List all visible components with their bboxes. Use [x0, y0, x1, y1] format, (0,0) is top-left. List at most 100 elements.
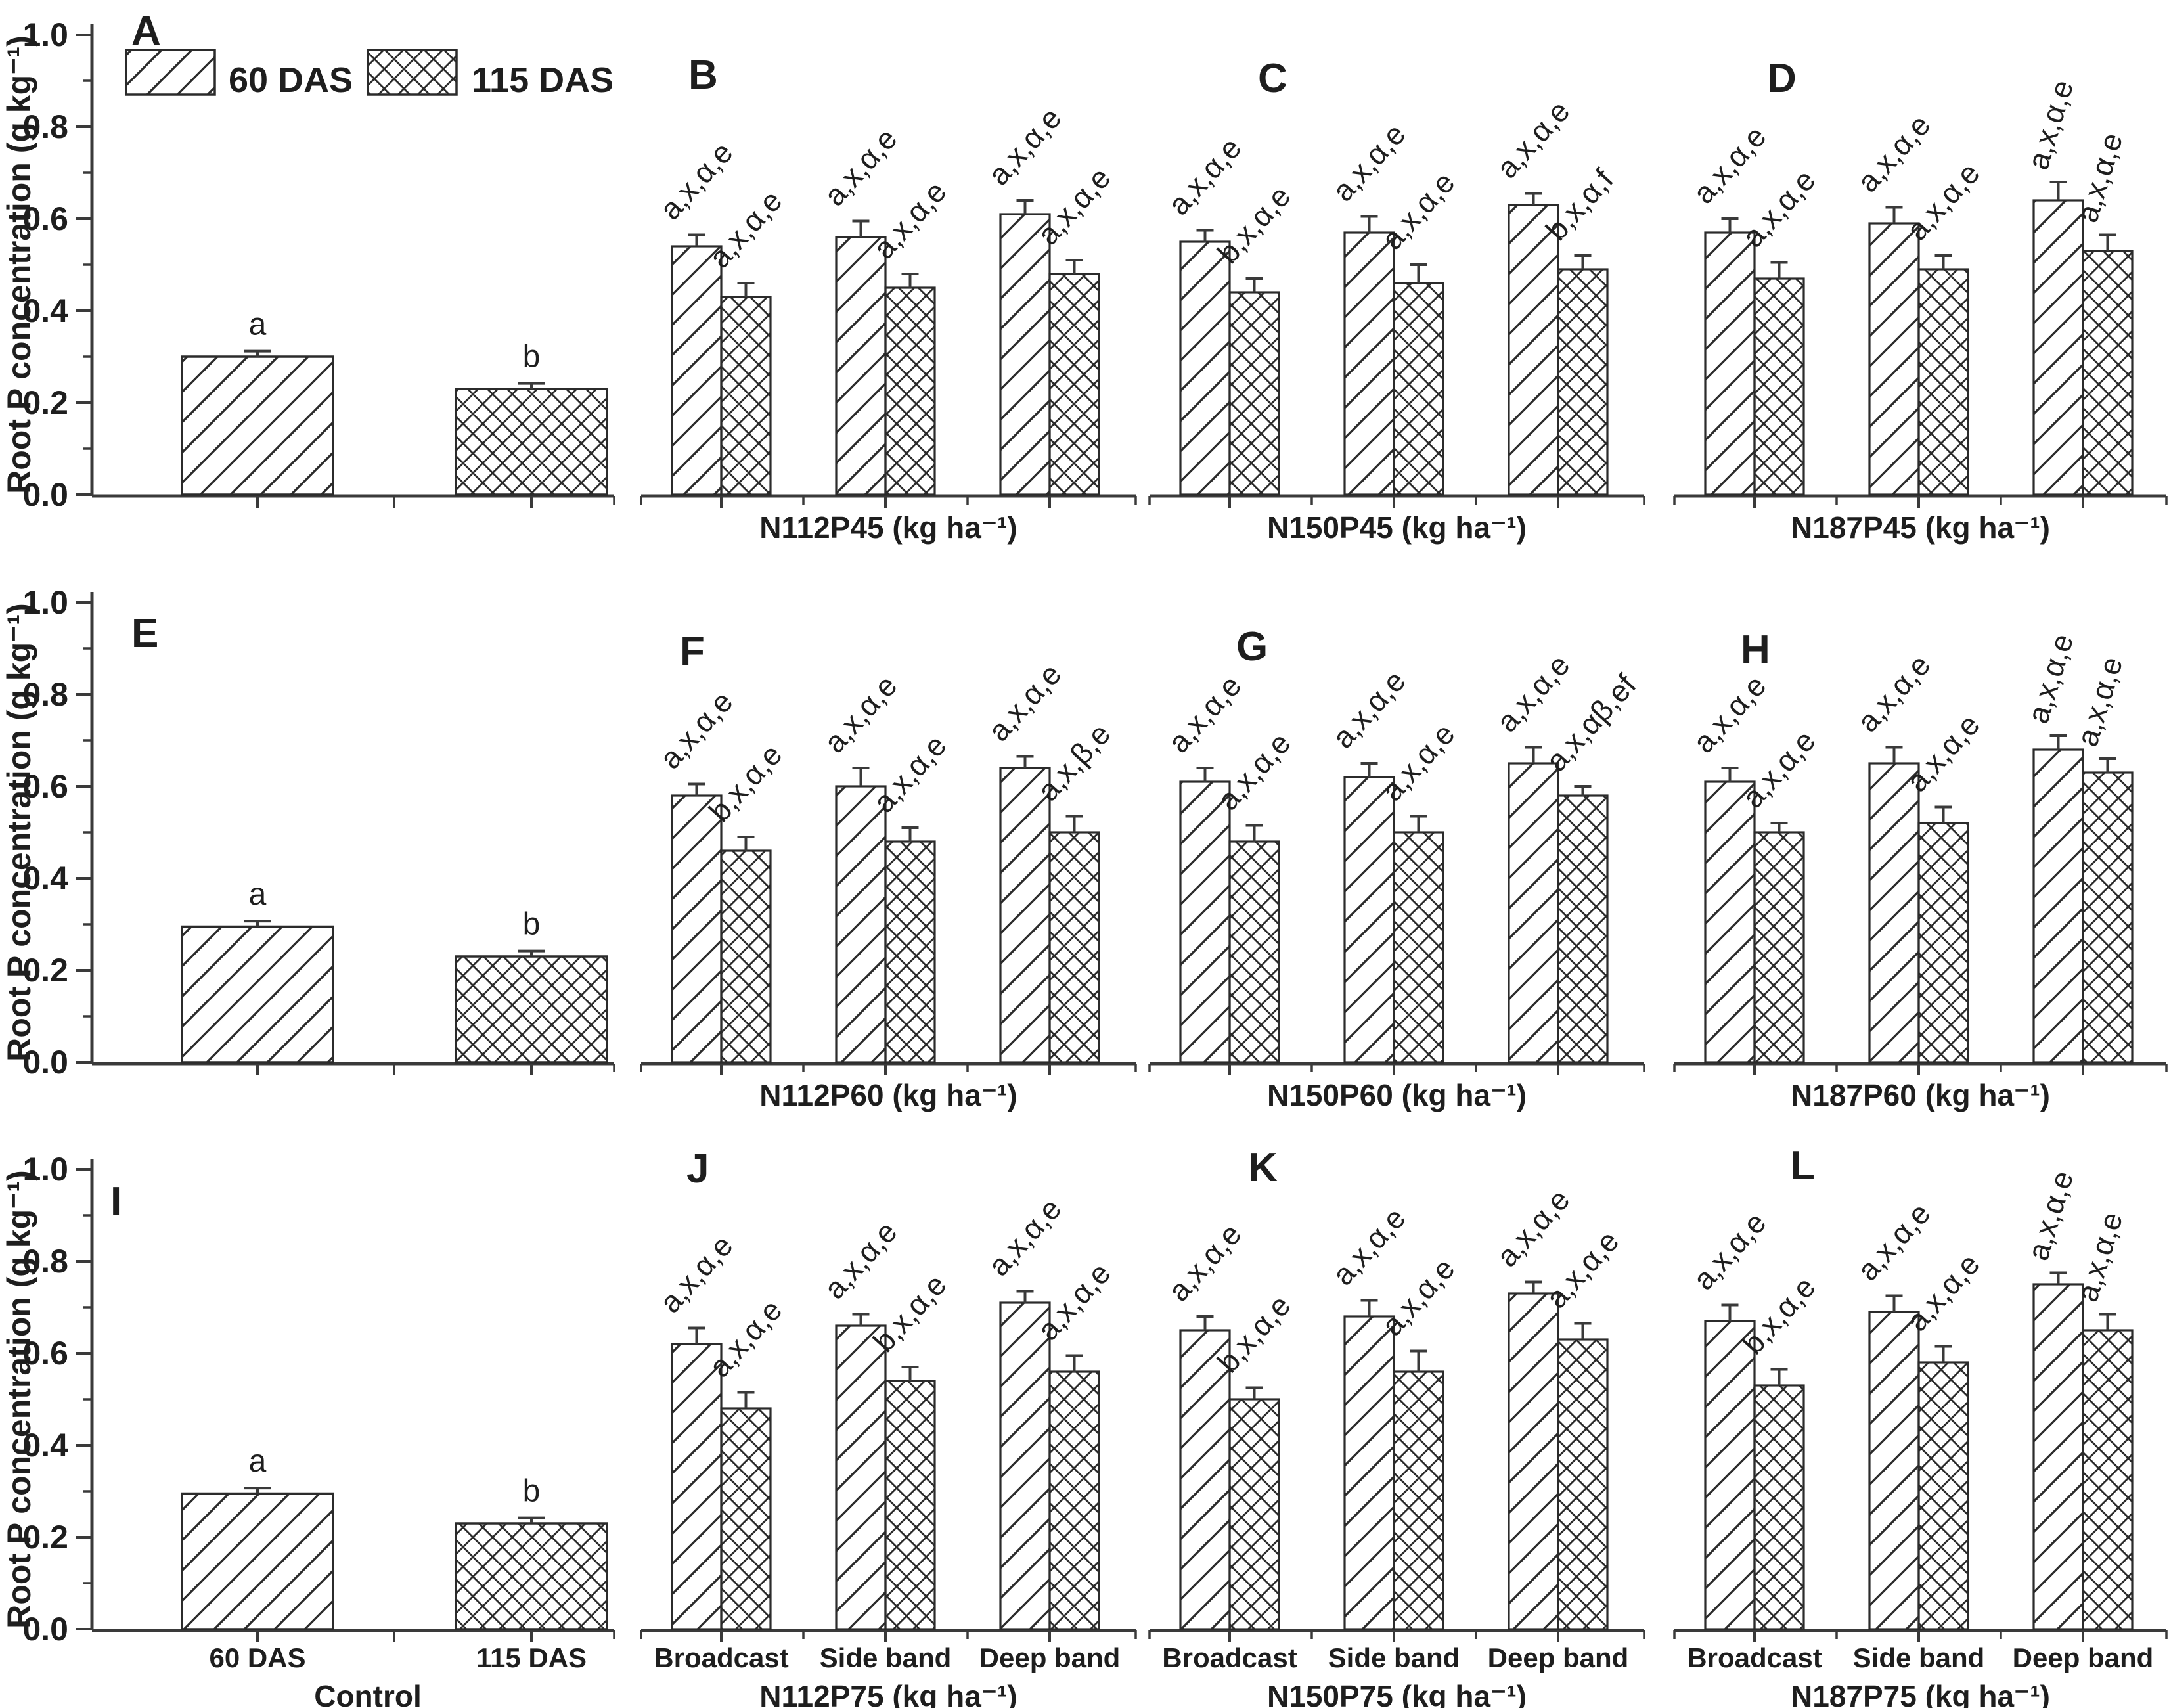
- significance-note: a,x,α,e: [1686, 1205, 1773, 1296]
- significance-note: a,x,α,e: [2021, 1167, 2080, 1264]
- legend-swatch-115das: [367, 49, 458, 96]
- significance-note: a,x,α,e: [1490, 648, 1576, 738]
- bar-A-115 DAS: [455, 388, 608, 496]
- bar-D-60 DAS: [2032, 199, 2084, 496]
- bar-J-60 DAS: [999, 1301, 1051, 1630]
- x-axis-title: N187P60 (kg ha⁻¹): [1791, 1078, 2050, 1112]
- y-tick-label: 1.0: [22, 1151, 68, 1188]
- bar-D-115 DAS: [1917, 268, 1969, 496]
- bar-F-60 DAS: [671, 794, 723, 1064]
- significance-note: a,x,α,e: [653, 1228, 740, 1319]
- x-axis-title: Control: [314, 1679, 422, 1708]
- significance-note: a,x,α,e: [1211, 726, 1297, 817]
- y-tick-label: 0.4: [22, 1427, 68, 1464]
- bar-F-60 DAS: [999, 767, 1051, 1064]
- bar-J-115 DAS: [720, 1407, 772, 1630]
- significance-note: a,x,α,e: [1375, 1251, 1462, 1342]
- x-category-label: Broadcast: [1687, 1642, 1822, 1673]
- bar-D-60 DAS: [1704, 231, 1756, 496]
- bar-L-115 DAS: [2082, 1329, 2134, 1630]
- bar-K-60 DAS: [1343, 1315, 1395, 1630]
- x-axis-title: N112P45 (kg ha⁻¹): [759, 510, 1017, 545]
- bar-J-115 DAS: [1048, 1370, 1100, 1630]
- x-category-label: Side band: [1328, 1642, 1460, 1673]
- panel-letter-I: I: [110, 1179, 122, 1225]
- bar-J-60 DAS: [671, 1343, 723, 1630]
- y-tick-label: 0.8: [22, 676, 68, 713]
- x-category-label: Broadcast: [654, 1642, 788, 1673]
- significance-note: b: [523, 340, 541, 374]
- bar-B-60 DAS: [671, 245, 723, 496]
- panel-letter-C: C: [1258, 56, 1287, 101]
- x-category-label: 60 DAS: [209, 1642, 305, 1673]
- significance-note: a,x,α,e: [1326, 117, 1412, 208]
- bar-D-60 DAS: [1868, 222, 1920, 496]
- bar-K-60 DAS: [1179, 1329, 1231, 1630]
- significance-note: a,x,α,e: [2070, 653, 2129, 750]
- y-tick-label: 1.0: [22, 584, 68, 621]
- y-axis-title: Root P concentration (g kg⁻¹): [1, 35, 37, 494]
- bar-C-115 DAS: [1393, 282, 1444, 496]
- y-axis-title: Root P concentration (g kg⁻¹): [1, 603, 37, 1062]
- x-axis-title: N150P45 (kg ha⁻¹): [1267, 510, 1527, 545]
- bar-B-115 DAS: [720, 296, 772, 496]
- x-category-label: Side band: [1853, 1642, 1985, 1673]
- significance-note: a,x,α,e: [981, 101, 1068, 192]
- significance-note: a,x,α,e: [1900, 156, 1986, 247]
- significance-note: a,x,α,e: [1490, 1182, 1576, 1273]
- y-tick-label: 0.0: [22, 476, 68, 513]
- significance-note: a,x,α,e: [1850, 648, 1937, 738]
- bar-K-115 DAS: [1393, 1370, 1444, 1630]
- bar-G-60 DAS: [1179, 780, 1231, 1064]
- bar-K-60 DAS: [1508, 1292, 1559, 1630]
- y-tick-label: 0.4: [22, 860, 68, 897]
- bar-G-60 DAS: [1508, 762, 1559, 1064]
- bar-I-115 DAS: [455, 1522, 608, 1630]
- significance-note: a,x,α,e: [1850, 1196, 1937, 1287]
- panel-letter-H: H: [1741, 627, 1770, 673]
- bar-H-115 DAS: [2082, 771, 2134, 1064]
- y-tick-label: 0.4: [22, 292, 68, 329]
- significance-note: a,x,α,e: [2070, 1208, 2129, 1305]
- x-axis-title: N187P75 (kg ha⁻¹): [1791, 1679, 2050, 1708]
- significance-note: a,x,α,e: [1375, 166, 1462, 256]
- x-axis-title: N112P60 (kg ha⁻¹): [759, 1078, 1017, 1112]
- significance-note: b,x,α,e: [702, 738, 789, 828]
- x-category-label: Deep band: [979, 1642, 1121, 1673]
- significance-note: a,x,α,e: [1490, 94, 1576, 185]
- significance-note: a: [249, 307, 267, 342]
- legend-label-60das: 60 DAS: [229, 60, 353, 100]
- bar-D-115 DAS: [2082, 250, 2134, 496]
- panel-letter-F: F: [680, 629, 705, 674]
- bar-B-115 DAS: [1048, 273, 1100, 496]
- bar-F-60 DAS: [835, 785, 887, 1064]
- x-category-label: Side band: [820, 1642, 952, 1673]
- bar-G-115 DAS: [1228, 840, 1280, 1064]
- significance-note: a: [249, 1444, 267, 1479]
- significance-note: a,x,α,e: [1375, 717, 1462, 807]
- bar-H-60 DAS: [1868, 762, 1920, 1064]
- x-axis-title: N187P45 (kg ha⁻¹): [1791, 510, 2050, 545]
- significance-note: b: [523, 1474, 541, 1509]
- x-axis-title: N112P75 (kg ha⁻¹): [759, 1679, 1017, 1708]
- significance-note: a,x,α,e: [1900, 708, 1986, 798]
- significance-note: a,x,α,e: [1735, 163, 1822, 254]
- bar-F-115 DAS: [1048, 831, 1100, 1064]
- panel-letter-J: J: [686, 1146, 709, 1192]
- bar-C-60 DAS: [1179, 240, 1231, 496]
- bar-G-115 DAS: [1557, 794, 1609, 1064]
- bar-C-115 DAS: [1228, 291, 1280, 496]
- significance-note: a,x,α,e: [1900, 1247, 1986, 1337]
- bar-H-60 DAS: [1704, 780, 1756, 1064]
- bar-J-115 DAS: [884, 1380, 936, 1630]
- bar-D-115 DAS: [1753, 277, 1805, 496]
- significance-note: a,x,α,e: [1161, 131, 1248, 221]
- y-tick-label: 0.8: [22, 108, 68, 145]
- y-tick-label: 0.6: [22, 1335, 68, 1372]
- x-axis-title: N150P60 (kg ha⁻¹): [1267, 1078, 1527, 1112]
- y-tick-label: 0.0: [22, 1611, 68, 1648]
- significance-note: a,x,α,e: [1850, 108, 1937, 198]
- bar-G-60 DAS: [1343, 776, 1395, 1064]
- bar-F-115 DAS: [884, 840, 936, 1064]
